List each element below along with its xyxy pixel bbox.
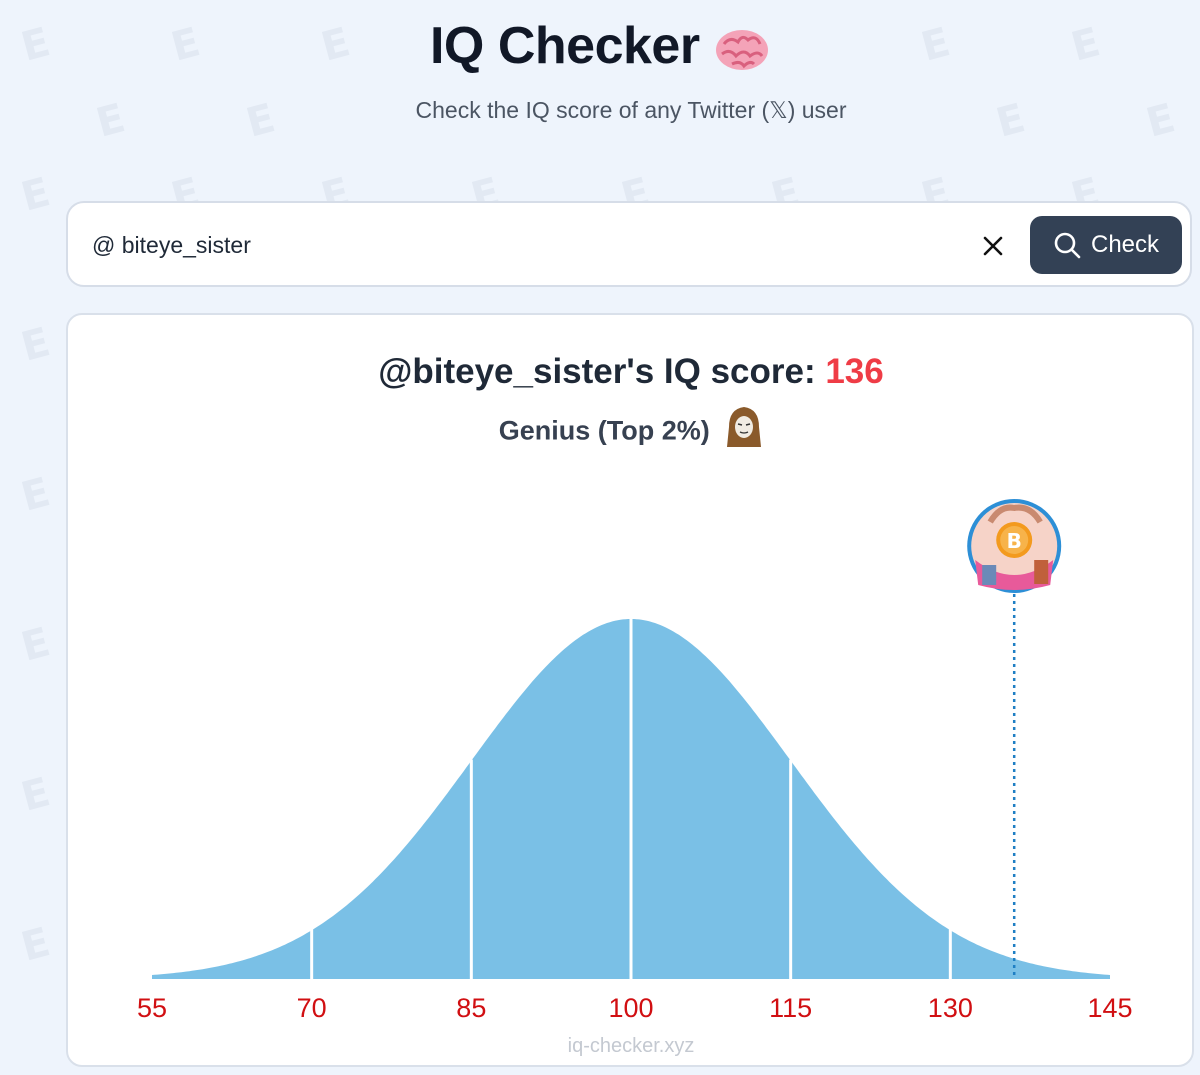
score-heading: @biteye_sister's IQ score: 136: [0, 352, 1200, 392]
search-bar: Check: [66, 201, 1192, 287]
x-tick-label: 70: [297, 993, 327, 1023]
user-avatar-bitcoin-icon: B: [967, 499, 1062, 593]
site-watermark: iq-checker.xyz: [567, 1035, 695, 1057]
x-tick-label: 115: [769, 993, 812, 1023]
x-tick-label: 100: [608, 993, 653, 1023]
brain-emoji-icon: [714, 26, 770, 79]
iq-category-label: Genius (Top 2%): [498, 415, 710, 446]
search-icon: [1054, 232, 1081, 259]
score-heading-prefix: @biteye_sister's IQ score:: [378, 352, 826, 391]
x-tick-label: 130: [928, 993, 973, 1023]
segment-dividers: [310, 618, 952, 979]
hooded-wojak-icon: [725, 405, 763, 454]
page-header: IQ Checker: [0, 16, 1200, 85]
close-icon[interactable]: [980, 233, 1006, 259]
x-tick-label: 55: [137, 993, 167, 1023]
page-title: IQ Checker: [429, 17, 700, 75]
iq-category: Genius (Top 2%): [0, 405, 1200, 457]
svg-text:B: B: [1007, 529, 1022, 553]
iq-score-value: 136: [825, 352, 884, 391]
page-subtitle: Check the IQ score of any Twitter (𝕏) us…: [415, 97, 847, 123]
x-tick-label: 145: [1087, 993, 1132, 1023]
x-tick-label: 85: [456, 993, 486, 1023]
username-input[interactable]: [92, 225, 952, 265]
x-axis-ticks: 55 70 85 100 115 130 145: [137, 993, 1133, 1023]
check-button[interactable]: Check: [1030, 216, 1182, 274]
check-button-label: Check: [1090, 231, 1160, 258]
